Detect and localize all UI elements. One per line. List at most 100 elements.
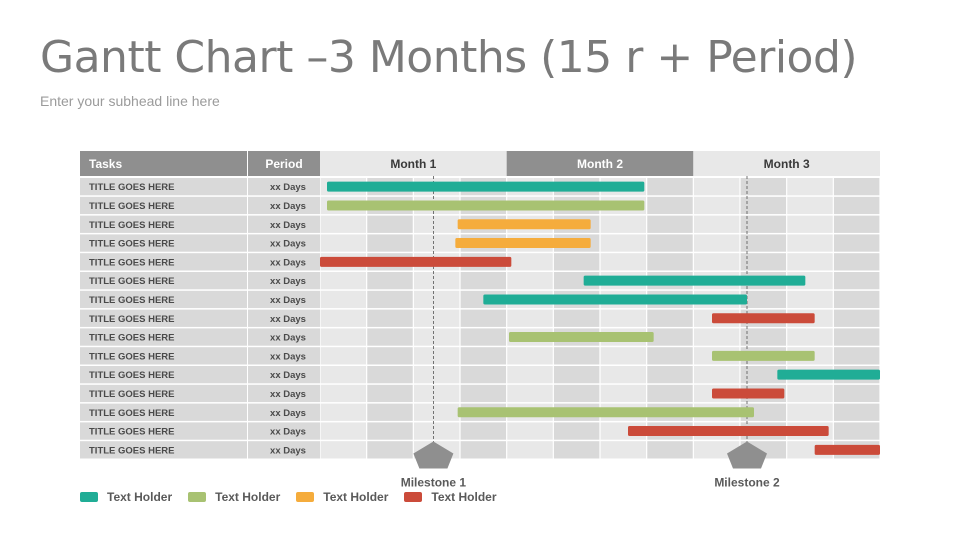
task-name: TITLE GOES HERE [89, 201, 175, 212]
task-bar [320, 256, 512, 267]
week-cell [553, 366, 600, 384]
task-name-cell [80, 215, 247, 233]
task-name-cell [80, 403, 247, 421]
task-bar [777, 369, 880, 380]
page-subtitle: Enter your subhead line here [40, 93, 220, 109]
task-name-cell [80, 234, 247, 252]
week-cell [787, 384, 833, 403]
legend-item: Text Holder [80, 490, 172, 504]
week-cell [600, 309, 647, 327]
task-bar [483, 294, 747, 305]
week-cell [553, 253, 600, 271]
task-name: TITLE GOES HERE [89, 314, 175, 325]
week-cell [460, 384, 507, 403]
week-cell [600, 253, 647, 271]
chart-legend: Text Holder Text Holder Text Holder Text Ho… [80, 490, 513, 504]
week-cell [413, 422, 460, 440]
task-period: xx Days [270, 257, 306, 268]
task-name: TITLE GOES HERE [89, 257, 175, 268]
header-month-cell [506, 151, 694, 176]
week-cell [600, 234, 647, 252]
task-period-cell [248, 422, 320, 440]
task-period: xx Days [270, 333, 306, 344]
week-cell [507, 272, 553, 290]
week-cell [600, 215, 647, 233]
week-cell [787, 253, 833, 271]
week-cell [507, 422, 553, 440]
task-period: xx Days [270, 427, 306, 438]
week-cell [507, 384, 553, 403]
task-bar [712, 313, 815, 324]
week-cell [833, 196, 880, 215]
task-period-cell [248, 309, 320, 327]
task-name-cell [80, 328, 247, 346]
week-cell [460, 272, 507, 290]
week-cell [740, 234, 787, 252]
task-name: TITLE GOES HERE [89, 220, 175, 231]
task-name: TITLE GOES HERE [89, 427, 175, 438]
week-cell [413, 215, 460, 233]
legend-label: Text Holder [323, 490, 389, 504]
week-cell [600, 347, 647, 365]
task-period-cell [248, 234, 320, 252]
week-cell [460, 328, 507, 346]
legend-swatch [296, 492, 315, 502]
week-cell [460, 441, 507, 459]
week-cell [833, 347, 880, 365]
week-cell [553, 347, 600, 365]
task-period-cell [248, 253, 320, 271]
week-cell [367, 441, 413, 459]
task-period: xx Days [270, 389, 306, 400]
week-cell [787, 196, 833, 215]
week-cell [507, 309, 553, 327]
week-cell [367, 384, 413, 403]
task-period: xx Days [270, 201, 306, 212]
week-cell [320, 347, 367, 365]
week-cell [320, 234, 367, 252]
week-cell [740, 290, 787, 309]
week-cell [833, 309, 880, 327]
week-cell [413, 403, 460, 421]
task-name-cell [80, 178, 247, 196]
week-cell [647, 253, 693, 271]
task-period: xx Days [270, 351, 306, 362]
legend-swatch [404, 492, 423, 502]
task-period: xx Days [270, 239, 306, 250]
week-cell [693, 178, 740, 196]
legend-label: Text Holder [107, 490, 173, 504]
legend-item: Text Holder [404, 490, 497, 504]
task-bar [712, 388, 785, 399]
week-cell [787, 328, 833, 346]
week-cell [693, 234, 740, 252]
week-cell [600, 441, 647, 459]
week-cell [460, 347, 507, 365]
week-cell [647, 347, 693, 365]
week-cell [553, 441, 600, 459]
task-bar [628, 426, 829, 437]
week-cell [740, 253, 787, 271]
task-period-cell [248, 441, 320, 459]
week-cell [320, 328, 367, 346]
task-period: xx Days [270, 445, 306, 456]
task-bar [327, 181, 645, 192]
task-period-cell [248, 328, 320, 346]
week-cell [693, 253, 740, 271]
week-cell [693, 328, 740, 346]
week-cell [833, 253, 880, 271]
week-cell [787, 234, 833, 252]
week-cell [367, 328, 413, 346]
task-name-cell [80, 309, 247, 327]
week-cell [367, 422, 413, 440]
week-cell [460, 422, 507, 440]
week-cell [320, 422, 367, 440]
task-period: xx Days [270, 370, 306, 381]
week-cell [367, 347, 413, 365]
header-month-label: Month 2 [577, 157, 623, 171]
milestone-marker [413, 441, 454, 469]
week-cell [413, 309, 460, 327]
header-tasks-label: Tasks [89, 157, 122, 171]
week-cell [647, 309, 693, 327]
week-cell [833, 290, 880, 309]
week-cell [413, 290, 460, 309]
